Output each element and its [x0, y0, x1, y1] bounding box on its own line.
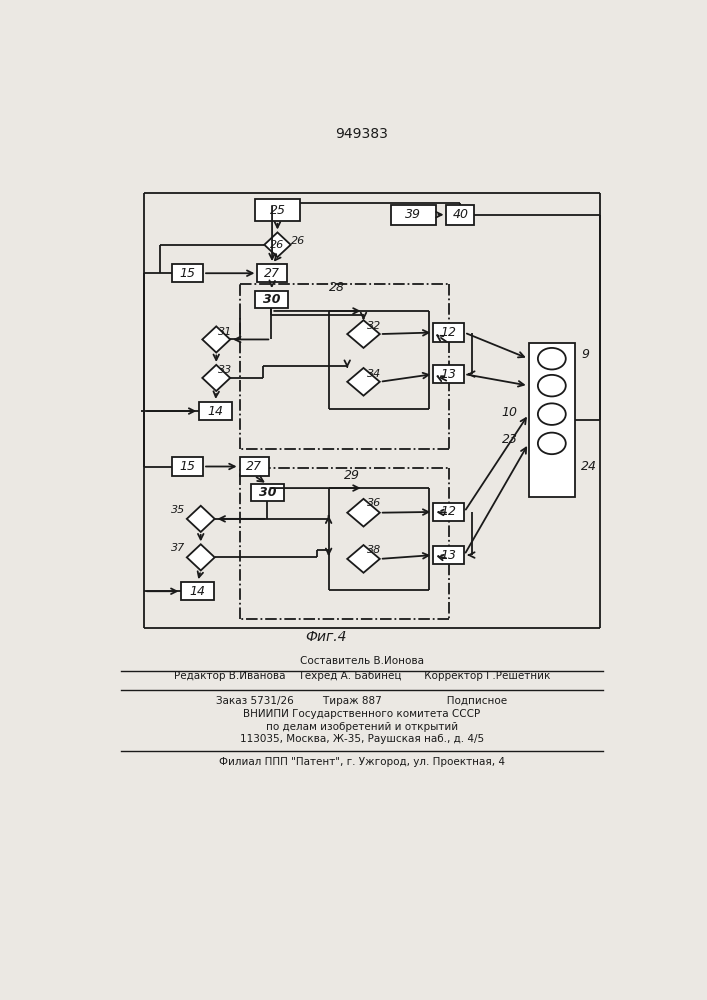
Text: 34: 34 — [368, 369, 382, 379]
Text: Составитель В.Ионова: Составитель В.Ионова — [300, 656, 424, 666]
Text: 15: 15 — [180, 460, 196, 473]
Polygon shape — [264, 232, 291, 257]
Bar — [255, 291, 288, 308]
Bar — [257, 264, 287, 282]
Text: 14: 14 — [189, 585, 206, 598]
Polygon shape — [202, 326, 230, 353]
Text: ВНИИПИ Государственного комитета СССР: ВНИИПИ Государственного комитета СССР — [243, 709, 481, 719]
Text: 37: 37 — [171, 543, 185, 553]
Text: 30: 30 — [262, 293, 280, 306]
Text: 23: 23 — [502, 433, 518, 446]
Bar — [433, 365, 464, 383]
Text: 10: 10 — [502, 406, 518, 419]
Ellipse shape — [538, 348, 566, 369]
Bar — [433, 323, 464, 342]
Text: 14: 14 — [207, 405, 223, 418]
Text: 25: 25 — [269, 204, 286, 217]
Bar — [446, 205, 474, 225]
Text: 30: 30 — [259, 486, 276, 499]
Text: 12: 12 — [440, 326, 457, 339]
Text: 26: 26 — [291, 236, 305, 246]
Text: Заказ 5731/26         Тираж 887                    Подписное: Заказ 5731/26 Тираж 887 Подписное — [216, 696, 508, 706]
Text: 36: 36 — [368, 498, 382, 508]
Text: 24: 24 — [581, 460, 597, 473]
Text: 33: 33 — [218, 365, 232, 375]
Bar — [199, 402, 232, 420]
Bar — [172, 264, 203, 282]
Text: 35: 35 — [171, 505, 185, 515]
Text: 29: 29 — [344, 469, 360, 482]
Text: 9: 9 — [581, 348, 589, 361]
Ellipse shape — [538, 375, 566, 396]
Polygon shape — [347, 499, 380, 527]
Text: Фиг.4: Фиг.4 — [305, 630, 347, 644]
Text: 113035, Москва, Ж-35, Раушская наб., д. 4/5: 113035, Москва, Ж-35, Раушская наб., д. … — [240, 734, 484, 744]
Ellipse shape — [538, 403, 566, 425]
Text: 13: 13 — [440, 368, 457, 381]
Bar — [529, 343, 575, 497]
Polygon shape — [187, 544, 215, 570]
Polygon shape — [187, 506, 215, 532]
Text: Филиал ППП "Патент", г. Ужгород, ул. Проектная, 4: Филиал ППП "Патент", г. Ужгород, ул. Про… — [219, 757, 505, 767]
Text: 40: 40 — [452, 208, 468, 221]
Text: 28: 28 — [329, 281, 344, 294]
Text: 12: 12 — [440, 505, 457, 518]
Text: 31: 31 — [218, 327, 232, 337]
Text: 15: 15 — [180, 267, 196, 280]
Text: по делам изобретений и открытий: по делам изобретений и открытий — [266, 722, 458, 732]
Text: 27: 27 — [246, 460, 262, 473]
Bar — [433, 503, 464, 521]
Polygon shape — [202, 365, 230, 391]
Bar — [240, 457, 269, 476]
Text: 27: 27 — [264, 267, 280, 280]
Ellipse shape — [538, 433, 566, 454]
Polygon shape — [347, 545, 380, 573]
Bar — [172, 457, 203, 476]
Bar — [251, 484, 284, 501]
Text: 949383: 949383 — [336, 127, 388, 141]
Text: 32: 32 — [368, 321, 382, 331]
Text: 38: 38 — [368, 545, 382, 555]
Bar — [391, 205, 436, 225]
Polygon shape — [347, 320, 380, 348]
Text: 39: 39 — [405, 208, 421, 221]
Text: 13: 13 — [440, 549, 457, 562]
Polygon shape — [347, 368, 380, 396]
Text: Редактор В.Иванова    Техред А. Бабинец       Корректор Г.Решетник: Редактор В.Иванова Техред А. Бабинец Кор… — [174, 671, 550, 681]
Bar — [182, 582, 214, 600]
Bar — [255, 199, 300, 221]
Text: 26: 26 — [270, 240, 285, 250]
Bar — [433, 546, 464, 564]
